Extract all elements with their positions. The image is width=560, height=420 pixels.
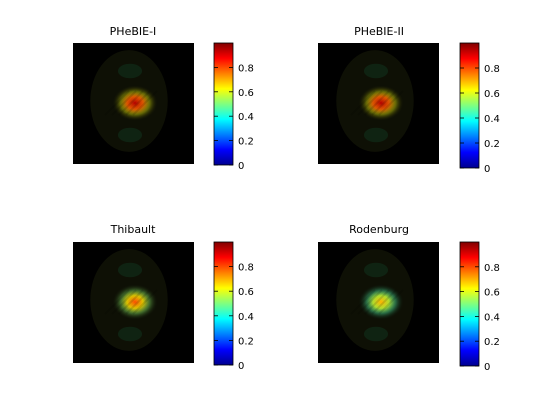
panel-phebie-i: PHeBIE-I 0 0.2 0.4 0.6 0.8: [73, 25, 254, 172]
image-fringe: [117, 326, 143, 342]
image-fringe: [363, 326, 389, 342]
colorbar: 0 0.2 0.4 0.6 0.8: [459, 241, 500, 373]
colorbar-tick-label: 0.6: [238, 287, 254, 298]
image-stripe: [357, 289, 383, 315]
image-stripe: [378, 289, 404, 315]
image-fringe: [117, 127, 143, 143]
panel-title: PHeBIE-I: [110, 25, 157, 38]
colorbar-tick-label: 0.4: [484, 114, 500, 125]
image-fringe: [117, 63, 143, 79]
colorbar-gradient: [213, 241, 234, 366]
colorbar-tick-label: 0: [484, 362, 490, 373]
colorbar-tick-label: 0.4: [238, 112, 254, 123]
image-stripe: [111, 90, 137, 116]
colorbar: 0 0.2 0.4 0.6 0.8: [213, 42, 254, 172]
panel-rodenburg: Rodenburg 0 0.2 0.4 0.6 0.8: [318, 223, 500, 373]
image-peak: [358, 84, 404, 122]
colorbar-gradient: [459, 241, 480, 367]
image-stripe: [364, 90, 390, 116]
image-fringe: [363, 127, 389, 143]
colorbar: 0 0.2 0.4 0.6 0.8: [213, 241, 254, 372]
image-stripe: [132, 90, 158, 116]
colorbar-tick-label: 0.2: [238, 137, 254, 148]
colorbar-tick-label: 0.8: [238, 263, 254, 274]
colorbar-tick-label: 0: [238, 161, 244, 172]
colorbar-tick-label: 0.4: [238, 312, 254, 323]
panel-phebie-ii: PHeBIE-II 0 0.2 0.4 0.6 0.8: [318, 25, 500, 175]
panel-title: Rodenburg: [349, 223, 409, 236]
image-stripe: [357, 90, 383, 116]
image-stripe: [111, 289, 137, 315]
image-stripe: [364, 289, 390, 315]
colorbar-tick-label: 0.6: [238, 88, 254, 99]
intensity-image: [336, 249, 414, 351]
colorbar-tick-label: 0.6: [484, 288, 500, 299]
colorbar-tick-label: 0.2: [484, 139, 500, 150]
intensity-image: [336, 50, 414, 152]
image-stripe: [371, 90, 397, 116]
image-stripe: [350, 289, 376, 315]
colorbar-tick-label: 0.4: [484, 312, 500, 323]
colorbar-gradient: [459, 42, 480, 169]
colorbar-tick-label: 0.8: [238, 63, 254, 74]
colorbar-tick-label: 0.2: [238, 336, 254, 347]
image-stripe: [118, 90, 144, 116]
image-peak: [112, 283, 158, 321]
colorbar-tick-label: 0.6: [484, 89, 500, 100]
image-stripe: [118, 289, 144, 315]
image-stripe: [371, 289, 397, 315]
colorbar-tick-label: 0.8: [484, 263, 500, 274]
intensity-image: [90, 249, 168, 351]
image-peak: [112, 84, 158, 122]
colorbar-tick-label: 0: [238, 361, 244, 372]
image-stripe: [132, 289, 158, 315]
colorbar-gradient: [213, 42, 234, 166]
image-stripe: [125, 90, 151, 116]
panel-title: Thibault: [110, 223, 156, 236]
image-stripe: [125, 289, 151, 315]
colorbar: 0 0.2 0.4 0.6 0.8: [459, 42, 500, 175]
panel-title: PHeBIE-II: [354, 25, 404, 38]
colorbar-tick-label: 0.2: [484, 337, 500, 348]
image-stripe: [104, 289, 130, 315]
image-stripe: [104, 90, 130, 116]
image-stripe: [378, 90, 404, 116]
image-stripe: [350, 90, 376, 116]
colorbar-tick-label: 0.8: [484, 64, 500, 75]
colorbar-tick-label: 0: [484, 164, 490, 175]
image-fringe: [117, 262, 143, 278]
panel-thibault: Thibault 0 0.2 0.4 0.6 0.8: [73, 223, 254, 372]
image-fringe: [363, 63, 389, 79]
image-peak: [358, 283, 404, 321]
image-fringe: [363, 262, 389, 278]
intensity-image: [90, 50, 168, 152]
